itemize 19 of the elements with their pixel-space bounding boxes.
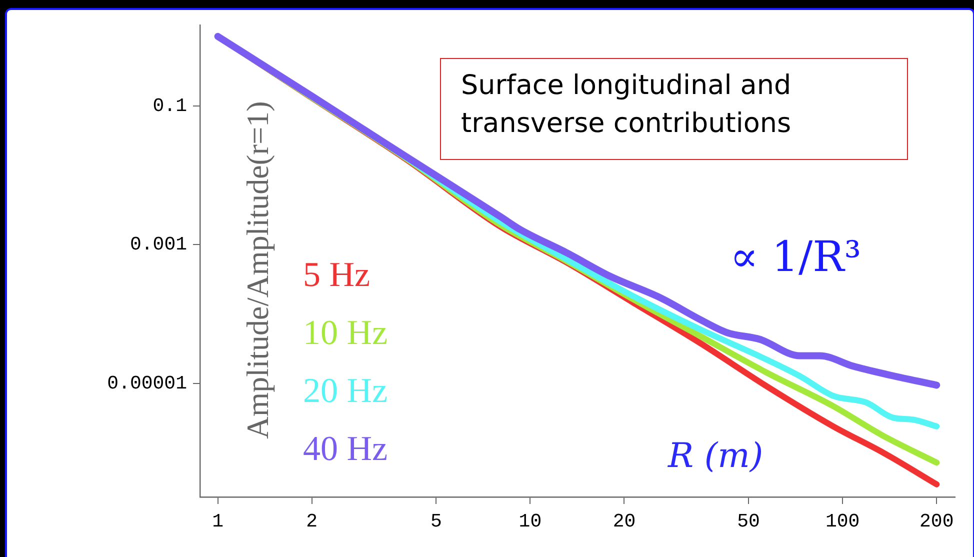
x-tick-label: 50	[737, 510, 760, 532]
x-tick-label: 20	[612, 510, 636, 532]
text: 40 Hz	[303, 428, 388, 470]
y-tick-label: 0.00001	[107, 372, 187, 394]
x-axis-title: R (m)	[668, 436, 764, 476]
x-tick-label: 2	[306, 510, 318, 532]
x-tick-label: 100	[825, 510, 860, 532]
x-tick-label: 5	[430, 510, 442, 532]
x-tick-label: 200	[920, 510, 954, 532]
annotation: Surface longitudinal and transverse contributions	[440, 58, 908, 160]
y-tick-label: 0.1	[152, 94, 187, 117]
y-tick-label: 0.001	[130, 234, 187, 256]
y-axis-title: Amplitude/Amplitude(r=1)	[240, 101, 276, 439]
x-tick-label: 1	[212, 510, 224, 532]
text: 20 Hz	[303, 370, 388, 412]
annotation: ∝ 1/R³	[730, 232, 862, 281]
x-tick-label: 10	[518, 510, 542, 532]
text: 5 Hz	[303, 254, 372, 296]
text: 10 Hz	[303, 312, 388, 354]
